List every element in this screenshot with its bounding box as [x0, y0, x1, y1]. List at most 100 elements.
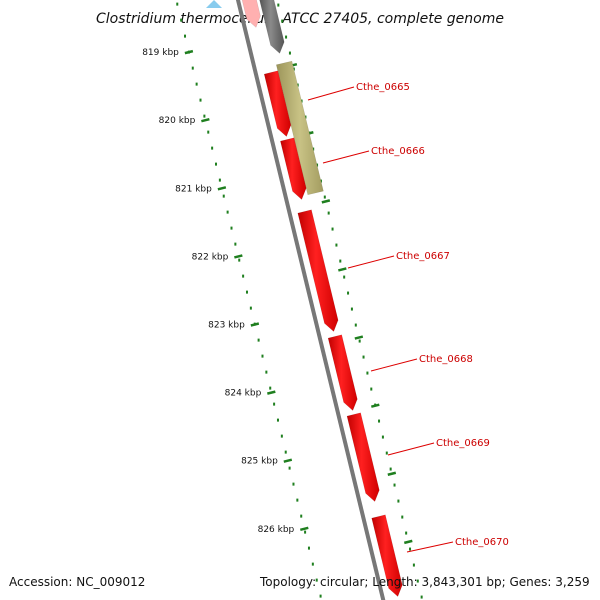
ruler-dot	[230, 226, 233, 230]
gene-label[interactable]: Cthe_0667	[396, 251, 450, 262]
ruler-dot	[180, 18, 183, 22]
sequence-backbone	[235, 0, 386, 600]
ruler-dot	[409, 547, 412, 551]
tick-label: 823 kbp	[208, 321, 245, 331]
gene-labels: Cthe_0665 Cthe_0666 Cthe_0667 Cthe_0668 Cthe…	[307, 82, 509, 553]
gene-arrow	[263, 70, 292, 137]
tick-label: 820 kbp	[159, 116, 196, 126]
ruler-dot	[215, 162, 218, 166]
label-leader-line	[387, 442, 435, 456]
ruler-dot	[401, 515, 404, 519]
major-tick	[201, 118, 210, 123]
ruler-dot	[222, 194, 225, 198]
ruler-dot	[416, 579, 419, 583]
gene-label[interactable]: Cthe_0670	[455, 537, 509, 548]
major-tick	[321, 199, 331, 204]
ruler-dot	[277, 3, 280, 7]
tick-label: 819 kbp	[142, 48, 179, 58]
ruler-dot	[358, 339, 361, 343]
ruler-dot	[288, 51, 291, 55]
major-tick	[338, 267, 347, 272]
major-tick	[267, 390, 276, 395]
gene-arrow	[297, 209, 339, 332]
major-tick	[184, 49, 194, 55]
ruler-dot	[327, 211, 330, 215]
major-tick	[354, 335, 364, 340]
gene-track	[241, 0, 403, 597]
ruler-dot	[242, 274, 245, 278]
ruler-dot	[292, 482, 295, 486]
ruler-dot	[184, 34, 187, 38]
label-leader-line	[370, 358, 418, 372]
ruler-dot	[273, 402, 276, 406]
ruler-dot	[319, 594, 322, 598]
gene-arrow	[280, 137, 307, 200]
ruler-dot	[362, 355, 365, 359]
gene-label[interactable]: Cthe_0665	[356, 82, 410, 93]
ruler-dot	[405, 531, 408, 535]
major-tick	[299, 526, 309, 532]
ruler-dot	[315, 578, 318, 582]
gene-arrow	[371, 514, 403, 597]
map-title: Clostridium thermocellum ATCC 27405, com…	[96, 11, 504, 27]
ruler-dot	[211, 146, 214, 150]
ruler-dot	[226, 210, 229, 214]
ruler-dot	[389, 467, 392, 471]
tick-label: 822 kbp	[192, 252, 229, 262]
gene-arrow	[346, 412, 380, 502]
ruler-dot	[281, 19, 284, 23]
gene-label[interactable]: Cthe_0668	[419, 354, 473, 365]
tick-label: 824 kbp	[225, 389, 262, 399]
tick-label: 825 kbp	[241, 457, 278, 467]
ruler-dot	[420, 595, 423, 599]
coordinate-ruler: 819 kbp 820 kbp 821 kbp 822 kbp 823 kbp 824 k…	[142, 2, 423, 599]
ruler-dot	[203, 114, 206, 118]
ruler-dot	[257, 338, 260, 342]
ruler-dot	[335, 243, 338, 247]
ruler-dot	[285, 35, 288, 39]
major-tick	[217, 186, 227, 191]
ruler-dot	[265, 370, 268, 374]
ruler-dot	[284, 450, 287, 454]
ruler-dot	[381, 435, 384, 439]
ruler-dot	[245, 290, 248, 294]
gene-label[interactable]: Cthe_0666	[371, 146, 425, 157]
ruler-dot	[238, 258, 241, 262]
ruler-dot	[300, 514, 303, 518]
ruler-dot	[339, 259, 342, 263]
gene-arrow	[327, 334, 358, 411]
major-tick	[403, 539, 413, 545]
accession-text: Accession: NC_009012	[9, 575, 146, 589]
gene-label[interactable]: Cthe_0669	[436, 438, 490, 449]
ruler-dot	[218, 178, 221, 182]
ruler-dot	[331, 227, 334, 231]
ruler-dot	[296, 498, 299, 502]
major-tick	[387, 471, 397, 476]
ruler-dot	[176, 2, 179, 6]
backbone-line	[235, 0, 386, 600]
ruler-dot	[261, 354, 264, 358]
ruler-dot	[276, 418, 279, 422]
label-leader-line	[322, 150, 370, 164]
ruler-dot	[199, 98, 202, 102]
ruler-dot	[370, 387, 373, 391]
ruler-dot	[385, 451, 388, 455]
ruler-dot	[350, 307, 353, 311]
gene-arrow-grey	[259, 0, 285, 54]
ruler-dot	[249, 306, 252, 310]
ruler-dot	[191, 66, 194, 70]
partial-feature-top	[206, 0, 222, 8]
ruler-dot	[323, 195, 326, 199]
ruler-dot	[288, 466, 291, 470]
ruler-dot	[280, 434, 283, 438]
ruler-dot	[269, 386, 272, 390]
gene-arrow-faded	[241, 0, 261, 28]
label-leader-line	[307, 86, 355, 101]
ruler-dot	[393, 483, 396, 487]
major-tick	[371, 403, 380, 408]
ruler-dot	[304, 530, 307, 534]
tick-label: 826 kbp	[258, 525, 295, 535]
major-tick	[234, 254, 243, 259]
label-leader-line	[406, 541, 454, 553]
